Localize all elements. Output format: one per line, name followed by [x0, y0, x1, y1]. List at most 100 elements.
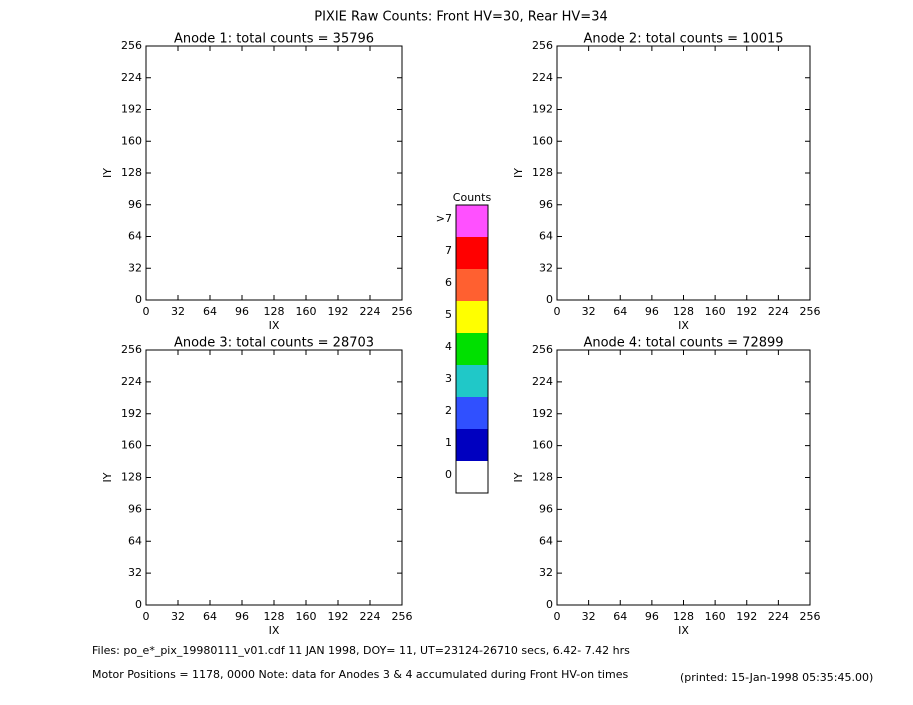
y-tick-label: 64: [539, 534, 553, 547]
x-axis-label: IX: [269, 624, 280, 637]
x-tick-label: 160: [296, 610, 317, 623]
plot-title: Anode 3: total counts = 28703: [174, 336, 374, 351]
y-tick-label: 256: [532, 39, 553, 52]
x-tick-label: 192: [736, 305, 757, 318]
x-tick-label: 32: [582, 305, 596, 318]
y-tick-label: 192: [532, 407, 553, 420]
x-tick-label: 0: [143, 610, 150, 623]
y-tick-label: 224: [121, 375, 142, 388]
x-tick-label: 96: [645, 305, 659, 318]
color-box: [456, 461, 488, 493]
y-tick-label: 0: [546, 598, 553, 611]
x-tick-label: 32: [171, 610, 185, 623]
y-tick-label: 96: [539, 198, 553, 211]
color-box: [456, 429, 488, 461]
y-tick-label: 256: [121, 343, 142, 356]
x-tick-label: 256: [392, 305, 413, 318]
y-axis-label: IY: [101, 168, 114, 178]
x-tick-label: 224: [768, 305, 789, 318]
y-tick-label: 192: [532, 103, 553, 116]
x-tick-label: 224: [768, 610, 789, 623]
x-tick-label: 160: [705, 305, 726, 318]
x-tick-label: 192: [328, 305, 349, 318]
x-tick-label: 256: [800, 610, 821, 623]
y-tick-label: 32: [128, 261, 142, 274]
y-tick-label: 96: [128, 198, 142, 211]
x-tick-label: 128: [673, 305, 694, 318]
x-axis-label: IX: [678, 319, 689, 332]
x-tick-label: 160: [296, 305, 317, 318]
colorbar-label: 2: [445, 404, 452, 417]
x-axis-label: IX: [678, 624, 689, 637]
color-box: [456, 237, 488, 269]
y-tick-label: 32: [539, 261, 553, 274]
y-tick-label: 64: [539, 230, 553, 243]
footer-motor: Motor Positions = 1178, 0000 Note: data …: [92, 668, 628, 681]
y-tick-label: 160: [532, 439, 553, 452]
colorbar-label: 7: [445, 244, 452, 257]
x-tick-label: 160: [705, 610, 726, 623]
x-tick-label: 96: [235, 610, 249, 623]
y-axis-label: IY: [101, 472, 114, 482]
color-box: [456, 269, 488, 301]
plot-title: Anode 2: total counts = 10015: [583, 32, 783, 47]
x-tick-label: 256: [392, 610, 413, 623]
y-tick-label: 160: [121, 134, 142, 147]
plot-title: Anode 4: total counts = 72899: [583, 336, 783, 351]
colorbar-label: 4: [445, 340, 452, 353]
colorbar-label: >7: [436, 212, 452, 225]
colorbar-frame: [455, 204, 489, 494]
y-tick-label: 0: [135, 598, 142, 611]
y-tick-label: 96: [539, 502, 553, 515]
x-tick-label: 64: [613, 610, 627, 623]
y-tick-label: 64: [128, 534, 142, 547]
x-tick-label: 192: [736, 610, 757, 623]
x-tick-label: 64: [203, 610, 217, 623]
footer-files: Files: po_e*_pix_19980111_v01.cdf 11 JAN…: [92, 644, 630, 657]
y-tick-label: 192: [121, 407, 142, 420]
y-tick-label: 32: [539, 566, 553, 579]
y-tick-label: 0: [546, 293, 553, 306]
x-tick-label: 96: [645, 610, 659, 623]
colorbar-label: 6: [445, 276, 452, 289]
y-tick-label: 224: [532, 71, 553, 84]
x-axis-label: IX: [269, 319, 280, 332]
x-tick-label: 192: [328, 610, 349, 623]
colorbar-label: 1: [445, 436, 452, 449]
colorbar-title: Counts: [453, 191, 492, 204]
y-tick-label: 128: [121, 471, 142, 484]
y-tick-label: 128: [532, 166, 553, 179]
x-tick-label: 128: [264, 610, 285, 623]
y-tick-label: 224: [121, 71, 142, 84]
y-tick-label: 32: [128, 566, 142, 579]
x-tick-label: 128: [673, 610, 694, 623]
color-box: [456, 301, 488, 333]
y-tick-label: 128: [532, 471, 553, 484]
x-tick-label: 224: [360, 610, 381, 623]
colorbar-label: 3: [445, 372, 452, 385]
x-tick-label: 0: [554, 305, 561, 318]
x-tick-label: 96: [235, 305, 249, 318]
color-box: [456, 333, 488, 365]
y-tick-label: 160: [532, 134, 553, 147]
x-tick-label: 256: [800, 305, 821, 318]
x-tick-label: 128: [264, 305, 285, 318]
y-tick-label: 256: [532, 343, 553, 356]
footer-printed: (printed: 15-Jan-1998 05:35:45.00): [680, 671, 873, 684]
x-tick-label: 0: [143, 305, 150, 318]
x-tick-label: 32: [582, 610, 596, 623]
y-tick-label: 192: [121, 103, 142, 116]
y-tick-label: 160: [121, 439, 142, 452]
color-box: [456, 205, 488, 237]
x-tick-label: 64: [203, 305, 217, 318]
x-tick-label: 64: [613, 305, 627, 318]
y-tick-label: 128: [121, 166, 142, 179]
y-tick-label: 64: [128, 230, 142, 243]
color-box: [456, 365, 488, 397]
color-box: [456, 397, 488, 429]
y-axis-label: IY: [512, 472, 525, 482]
x-tick-label: 224: [360, 305, 381, 318]
plot-title: Anode 1: total counts = 35796: [174, 32, 374, 47]
x-tick-label: 0: [554, 610, 561, 623]
